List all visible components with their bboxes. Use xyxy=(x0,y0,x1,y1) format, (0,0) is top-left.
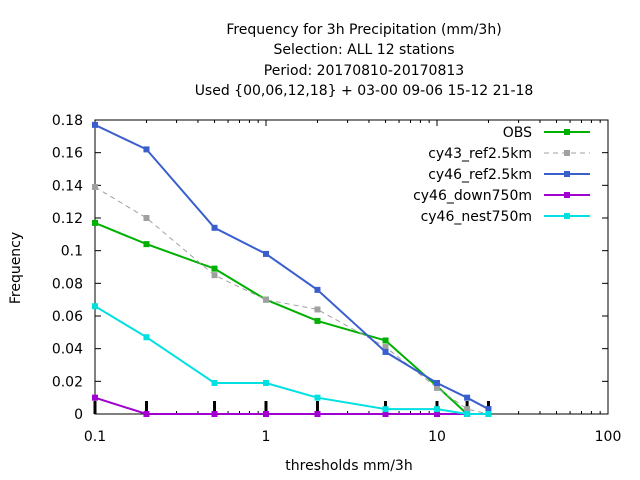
data-point-4 xyxy=(211,379,218,386)
data-point-2 xyxy=(434,379,440,386)
y-tick-label: 0.02 xyxy=(52,374,83,390)
title-line-1: Frequency for 3h Precipitation (mm/3h) xyxy=(226,22,501,38)
series-line-4 xyxy=(94,305,489,415)
x-axis-label: thresholds mm/3h xyxy=(285,458,412,474)
data-point-1 xyxy=(434,384,440,391)
data-point-0 xyxy=(314,317,321,324)
plot-area xyxy=(92,121,492,417)
data-point-3 xyxy=(92,394,98,401)
data-point-3 xyxy=(382,411,389,417)
y-tick-label: 0 xyxy=(74,407,83,423)
data-point-3 xyxy=(143,411,150,417)
x-tick-label: 1 xyxy=(262,429,271,445)
legend-label: cy46_ref2.5km xyxy=(428,167,532,183)
y-tick-label: 0.18 xyxy=(52,113,83,129)
plot-frame xyxy=(94,119,609,415)
y-axis-label: Frequency xyxy=(8,232,24,304)
data-point-3 xyxy=(263,411,269,417)
data-point-4 xyxy=(143,334,150,341)
legend-label: OBS xyxy=(503,125,532,141)
data-point-2 xyxy=(314,286,321,293)
legend-label: cy46_nest750m xyxy=(421,209,532,225)
data-point-1 xyxy=(92,183,98,190)
data-point-3 xyxy=(434,411,440,417)
data-point-1 xyxy=(143,215,150,221)
x-tick-label: 100 xyxy=(595,429,622,445)
tick-labels: 0 0.02 0.04 0.06 0.08 0.1 0.12 0.14 0.16 0.18 0.1 1… xyxy=(52,113,622,445)
data-point-1 xyxy=(464,406,471,413)
data-point-2 xyxy=(464,394,471,401)
legend-marker xyxy=(564,171,570,177)
data-point-3 xyxy=(211,411,218,417)
title-line-4: Used {00,06,12,18} + 03-00 09-06 15-12 2… xyxy=(195,83,534,99)
y-tick-label: 0.08 xyxy=(52,276,83,292)
y-tick-label: 0.04 xyxy=(52,342,83,358)
series-line-1 xyxy=(94,186,489,415)
y-tick-label: 0.14 xyxy=(52,178,83,194)
data-point-4 xyxy=(485,411,492,417)
tick-marks xyxy=(93,119,609,415)
legend-marker xyxy=(564,192,570,198)
y-tick-label: 0.06 xyxy=(52,309,83,325)
data-point-1 xyxy=(211,272,218,279)
x-tick-label: 10 xyxy=(428,429,446,445)
data-point-4 xyxy=(92,303,98,310)
data-point-3 xyxy=(314,411,321,417)
data-point-4 xyxy=(314,394,321,401)
data-point-0 xyxy=(382,337,389,344)
data-point-1 xyxy=(263,296,269,303)
data-point-2 xyxy=(382,348,389,355)
data-point-4 xyxy=(263,379,269,386)
x-tick-label: 0.1 xyxy=(84,429,106,445)
title-line-2: Selection: ALL 12 stations xyxy=(273,42,454,58)
legend-marker xyxy=(564,129,570,135)
y-tick-label: 0.1 xyxy=(61,244,83,260)
data-point-2 xyxy=(485,406,492,413)
legend-label: cy43_ref2.5km xyxy=(428,146,532,162)
legend-marker xyxy=(564,150,570,156)
series-line-0 xyxy=(94,221,489,415)
data-point-1 xyxy=(314,306,321,313)
data-point-2 xyxy=(92,121,98,128)
y-tick-label: 0.16 xyxy=(52,146,83,162)
data-point-4 xyxy=(434,406,440,413)
data-point-1 xyxy=(382,344,389,351)
legend-label: cy46_down750m xyxy=(413,188,532,204)
data-point-4 xyxy=(382,406,389,413)
legend-marker xyxy=(564,213,570,219)
y-tick-label: 0.12 xyxy=(52,211,83,227)
legend: OBS cy43_ref2.5km cy46_ref2.5km cy46_down75… xyxy=(413,125,590,225)
data-point-2 xyxy=(263,250,269,257)
data-point-2 xyxy=(143,146,150,153)
data-point-2 xyxy=(211,224,218,231)
data-point-0 xyxy=(143,241,150,248)
chart-title: Frequency for 3h Precipitation (mm/3h) S… xyxy=(195,22,534,99)
data-point-0 xyxy=(92,219,98,226)
axes xyxy=(94,119,609,415)
data-point-0 xyxy=(211,265,218,272)
data-point-4 xyxy=(464,411,471,417)
title-line-3: Period: 20170810-20170813 xyxy=(264,63,464,79)
